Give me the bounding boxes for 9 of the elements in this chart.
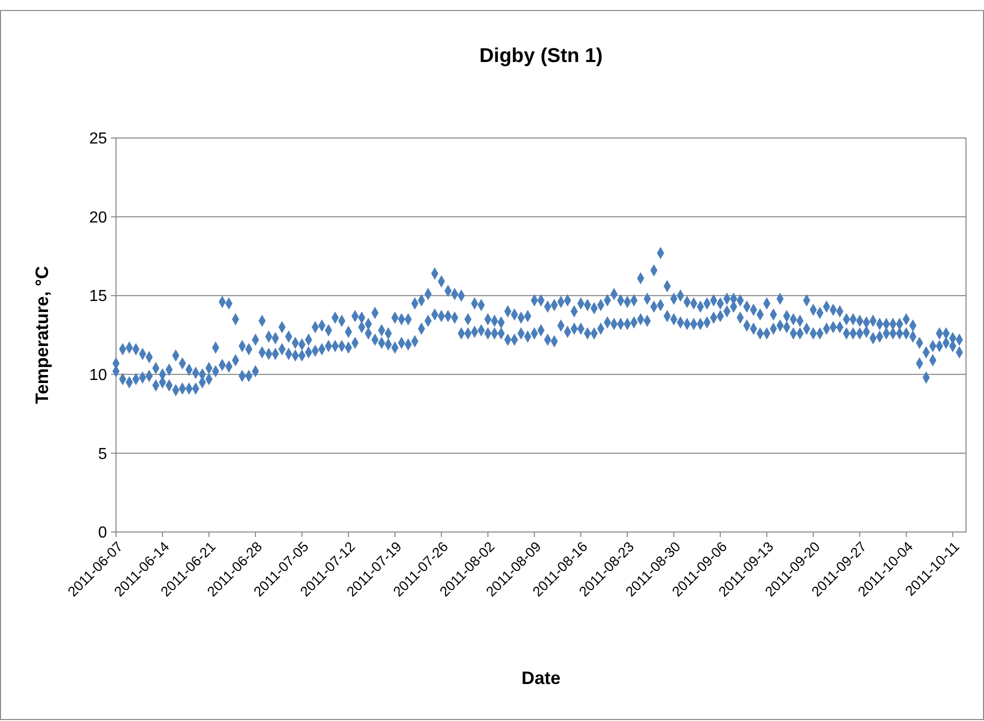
y-axis-title: Temperature, °C [32,266,52,404]
y-tick-label: 5 [98,446,108,463]
y-tick-label: 0 [98,524,108,542]
y-tick-label: 25 [89,130,108,148]
y-tick-label: 10 [89,367,108,384]
chart-title: Digby (Stn 1) [479,45,603,67]
y-tick-label: 20 [89,209,108,226]
x-axis-title: Date [521,668,561,688]
y-tick-label: 15 [89,288,108,306]
